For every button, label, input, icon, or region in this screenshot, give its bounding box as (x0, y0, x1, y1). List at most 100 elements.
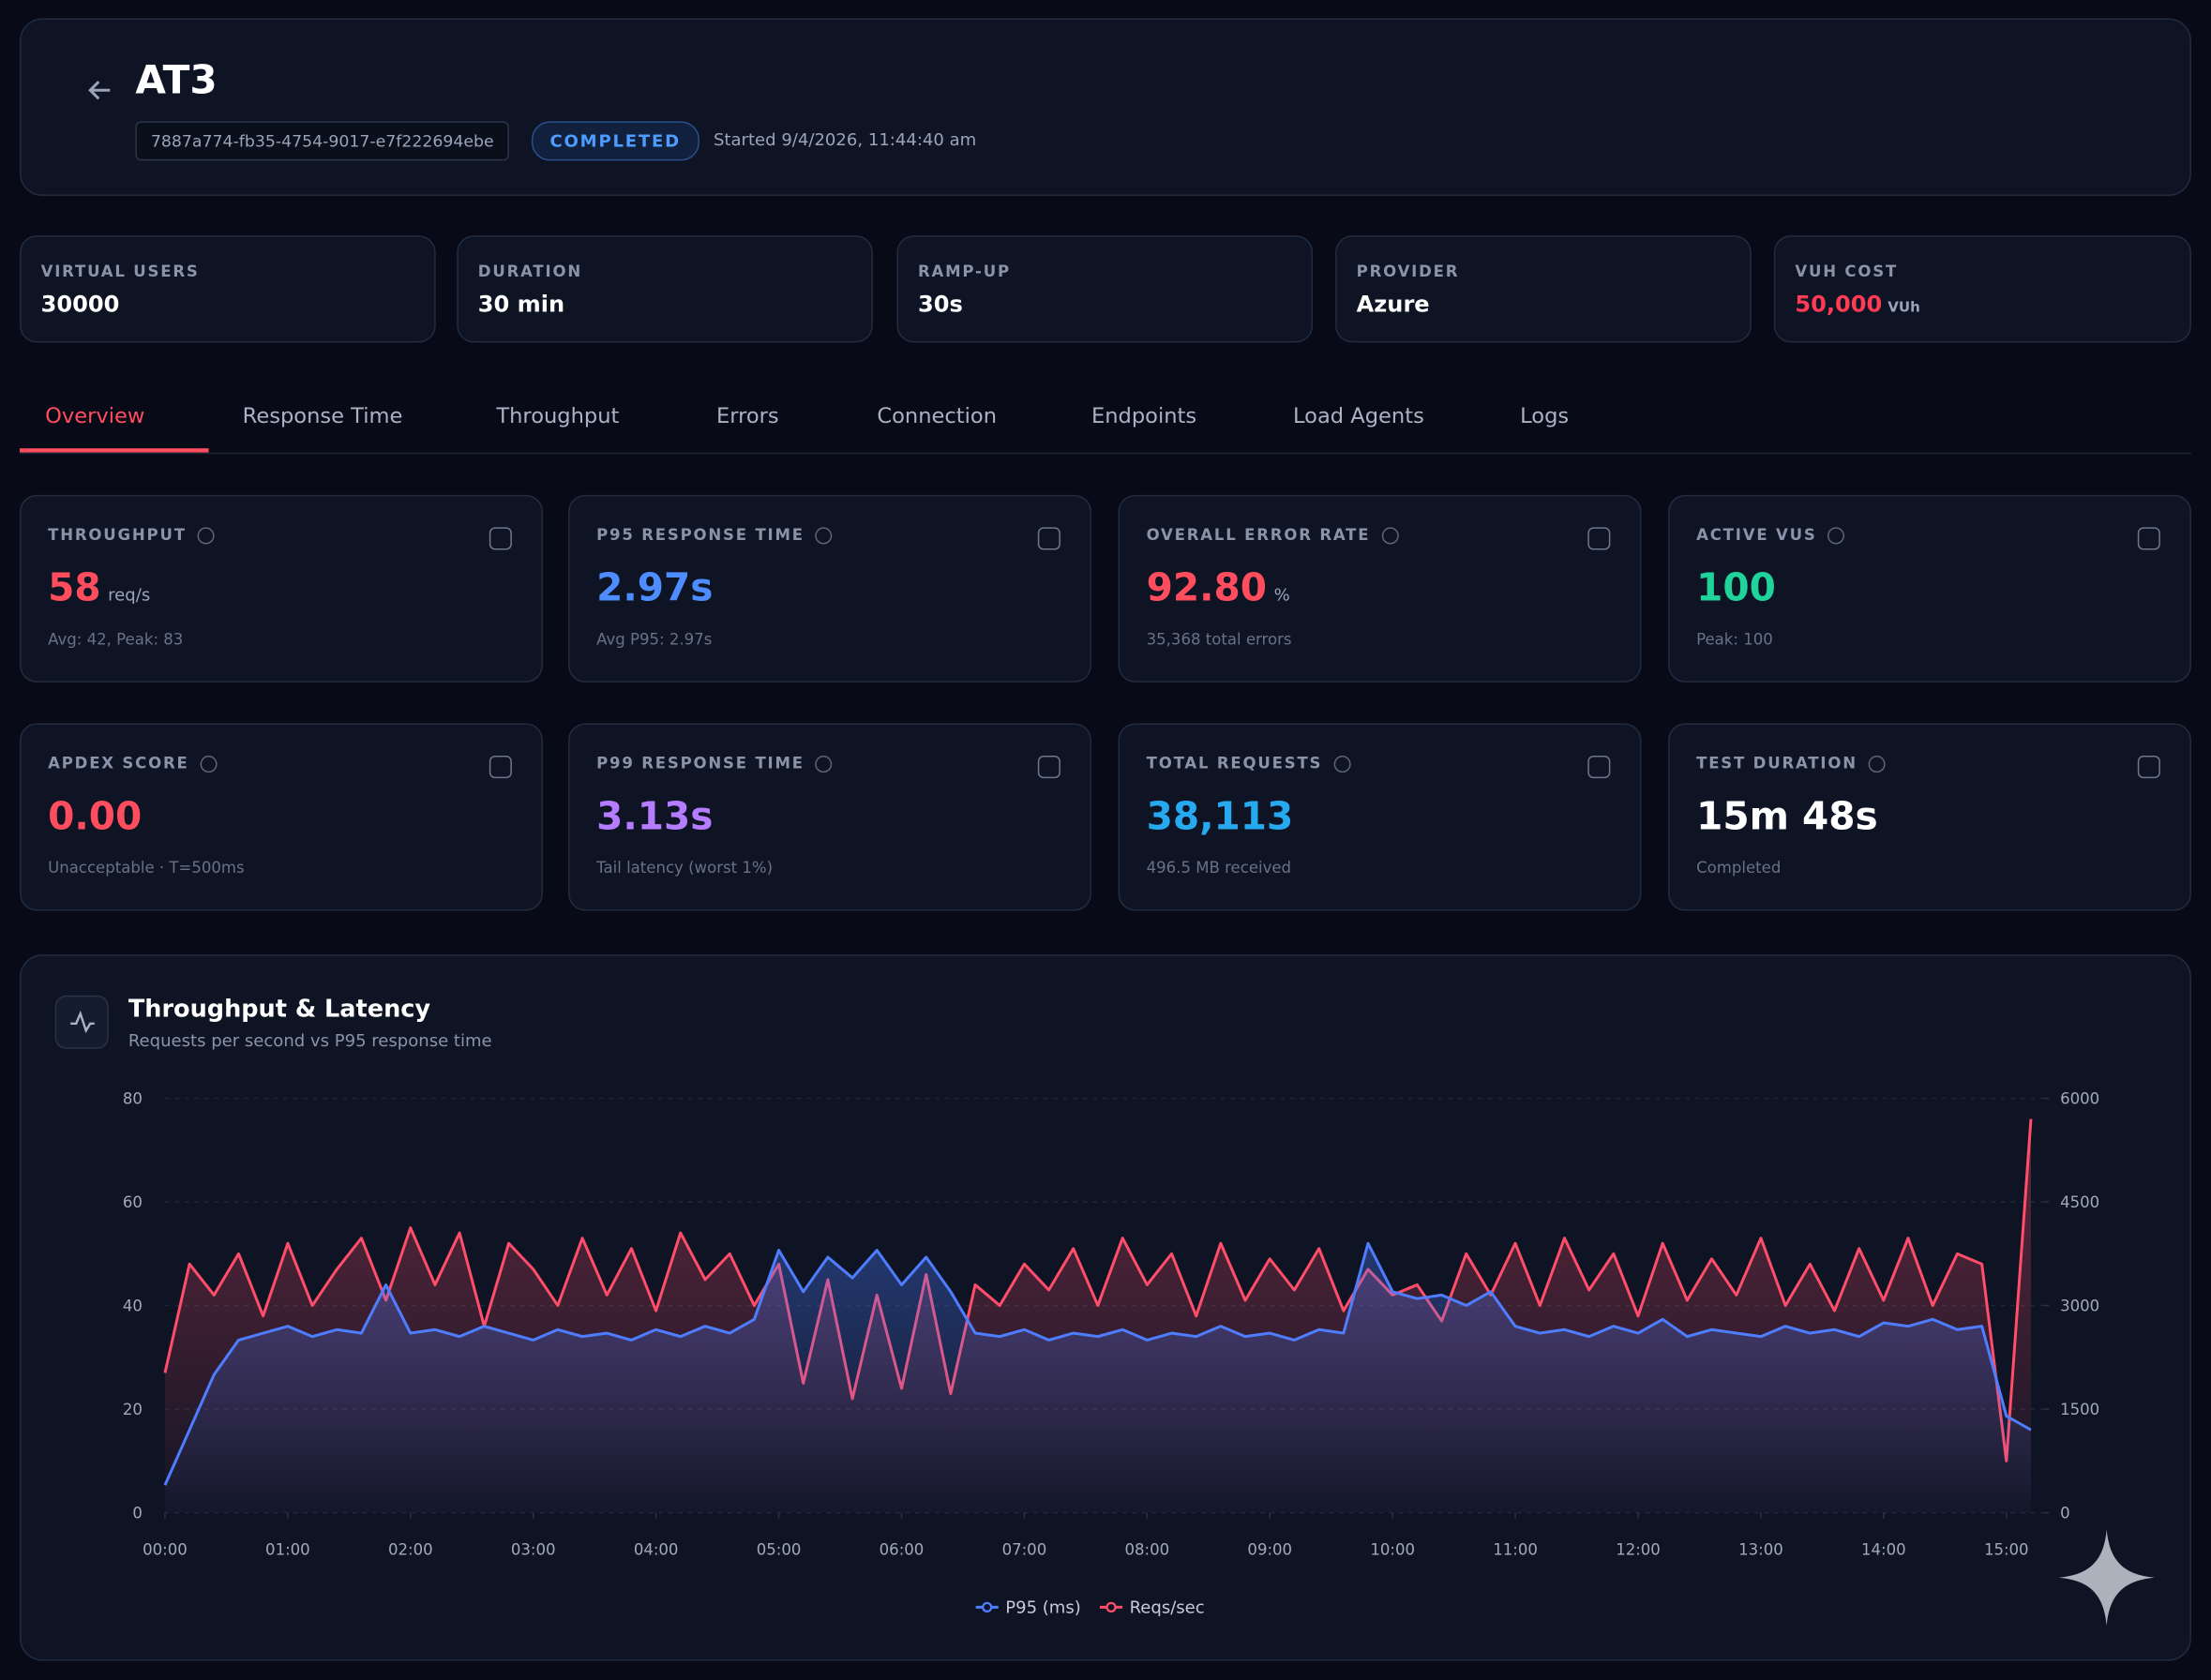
tabs-divider (20, 452, 2191, 455)
metric-value: 58 req/s (48, 566, 151, 611)
tab[interactable]: Errors (715, 403, 779, 429)
x-tick-label: 14:00 (1861, 1541, 1906, 1559)
config-value: Azure (1356, 290, 1430, 318)
metric-sub: Avg P95: 2.97s (596, 630, 713, 649)
chart-icon (54, 995, 109, 1049)
metric-value: 3.13s (596, 795, 714, 839)
config-card: VUH COST 50,000 VUh (1773, 235, 2191, 343)
y2-tick-label: 6000 (2060, 1089, 2099, 1107)
metric-icon (1587, 756, 1611, 779)
metric-unit: % (1273, 585, 1290, 606)
metric-label: P95 RESPONSE TIME (596, 526, 833, 545)
info-icon (200, 756, 218, 773)
x-tick-label: 03:00 (511, 1541, 556, 1559)
info-icon (1333, 756, 1351, 773)
metric-sub: Peak: 100 (1696, 630, 1773, 649)
y2-tick-label: 4500 (2060, 1193, 2099, 1211)
metric-value: 38,113 (1146, 795, 1294, 839)
legend-label: P95 (ms) (1005, 1598, 1081, 1617)
metric-sub: Unacceptable · T=500ms (48, 858, 245, 878)
metric-label: P99 RESPONSE TIME (596, 755, 833, 773)
config-value: 30000 (40, 290, 120, 318)
info-icon (815, 756, 833, 773)
metric-card: P99 RESPONSE TIME 3.13s Tail latency (wors… (568, 723, 1091, 911)
info-icon (1827, 527, 1845, 545)
y2-tick-label: 3000 (2060, 1298, 2099, 1315)
tab[interactable]: Throughput (496, 403, 620, 429)
legend-dot (1106, 1601, 1117, 1613)
y-tick-label: 20 (123, 1401, 143, 1418)
x-tick-label: 06:00 (880, 1541, 925, 1559)
metric-card: TOTAL REQUESTS 38,113 496.5 MB received (1118, 723, 1642, 911)
x-tick-label: 02:00 (388, 1541, 433, 1559)
tab[interactable]: Logs (1520, 403, 1570, 429)
legend-dot (982, 1601, 993, 1613)
config-value: 50,000 VUh (1795, 290, 1920, 318)
x-tick-label: 07:00 (1002, 1541, 1047, 1559)
metric-label: ACTIVE VUS (1696, 526, 1845, 545)
metric-card: P95 RESPONSE TIME 2.97s Avg P95: 2.97s (568, 494, 1091, 682)
y-tick-label: 80 (123, 1089, 143, 1107)
config-label: RAMP-UP (917, 262, 1011, 281)
metric-icon (1037, 756, 1060, 779)
metric-value: 0.00 (48, 795, 143, 839)
config-card: PROVIDER Azure (1335, 235, 1752, 343)
metric-label: TEST DURATION (1696, 755, 1886, 773)
metric-icon (1037, 527, 1060, 550)
metric-icon (2137, 527, 2160, 550)
x-tick-label: 12:00 (1616, 1541, 1661, 1559)
metric-label: APDEX SCORE (48, 755, 218, 773)
metric-value: 2.97s (596, 566, 714, 611)
config-label: DURATION (477, 262, 583, 281)
sparkle-icon (2058, 1529, 2155, 1626)
back-button[interactable] (83, 73, 117, 107)
y-tick-label: 60 (123, 1193, 143, 1211)
metric-sub: Avg: 42, Peak: 83 (48, 630, 184, 649)
metric-card: TEST DURATION 15m 48s Completed (1668, 723, 2191, 911)
x-tick-label: 09:00 (1247, 1541, 1292, 1559)
metric-card: OVERALL ERROR RATE 92.80% 35,368 total err… (1118, 494, 1642, 682)
config-value: 30s (917, 290, 963, 318)
config-label: VUH COST (1795, 262, 1899, 281)
info-icon (1381, 527, 1399, 545)
tab[interactable]: Response Time (242, 403, 403, 429)
info-icon (815, 527, 833, 545)
config-unit: VUh (1888, 300, 1920, 316)
metric-label: THROUGHPUT (48, 526, 215, 545)
config-card: DURATION 30 min (457, 235, 873, 343)
config-card: VIRTUAL USERS 30000 (20, 235, 436, 343)
chart-title: Throughput & Latency (128, 995, 431, 1023)
metric-value: 100 (1696, 566, 1776, 611)
metric-icon (489, 527, 512, 550)
legend-label: Reqs/sec (1130, 1598, 1205, 1617)
series-line (163, 1118, 2033, 1462)
run-id: 7887a774-fb35-4754-9017-e7f222694ebe (135, 121, 510, 161)
tab[interactable]: Connection (877, 403, 998, 429)
tab[interactable]: Endpoints (1090, 403, 1197, 429)
metric-icon (489, 756, 512, 779)
x-tick-label: 13:00 (1738, 1541, 1783, 1559)
y-tick-label: 0 (132, 1505, 143, 1522)
started-at: Started 9/4/2026, 11:44:40 am (713, 129, 977, 150)
tab[interactable]: Overview (45, 403, 145, 429)
x-tick-label: 11:00 (1493, 1541, 1538, 1559)
y2-tick-label: 0 (2060, 1505, 2070, 1522)
metric-card: ACTIVE VUS 100 Peak: 100 (1668, 494, 2191, 682)
header-card (20, 18, 2191, 197)
page-title: AT3 (135, 56, 218, 103)
x-tick-label: 01:00 (265, 1541, 310, 1559)
x-tick-label: 05:00 (757, 1541, 802, 1559)
series-area (164, 1243, 2031, 1513)
metric-card: THROUGHPUT 58 req/s Avg: 42, Peak: 83 (20, 494, 543, 682)
metric-value: 92.80% (1146, 566, 1290, 611)
tab[interactable]: Load Agents (1293, 403, 1424, 429)
x-tick-label: 10:00 (1370, 1541, 1415, 1559)
config-value: 30 min (477, 290, 565, 318)
info-icon (197, 527, 215, 545)
metric-label: TOTAL REQUESTS (1147, 755, 1351, 773)
config-label: VIRTUAL USERS (40, 262, 200, 281)
metric-label: OVERALL ERROR RATE (1147, 526, 1399, 545)
info-icon (1868, 756, 1886, 773)
